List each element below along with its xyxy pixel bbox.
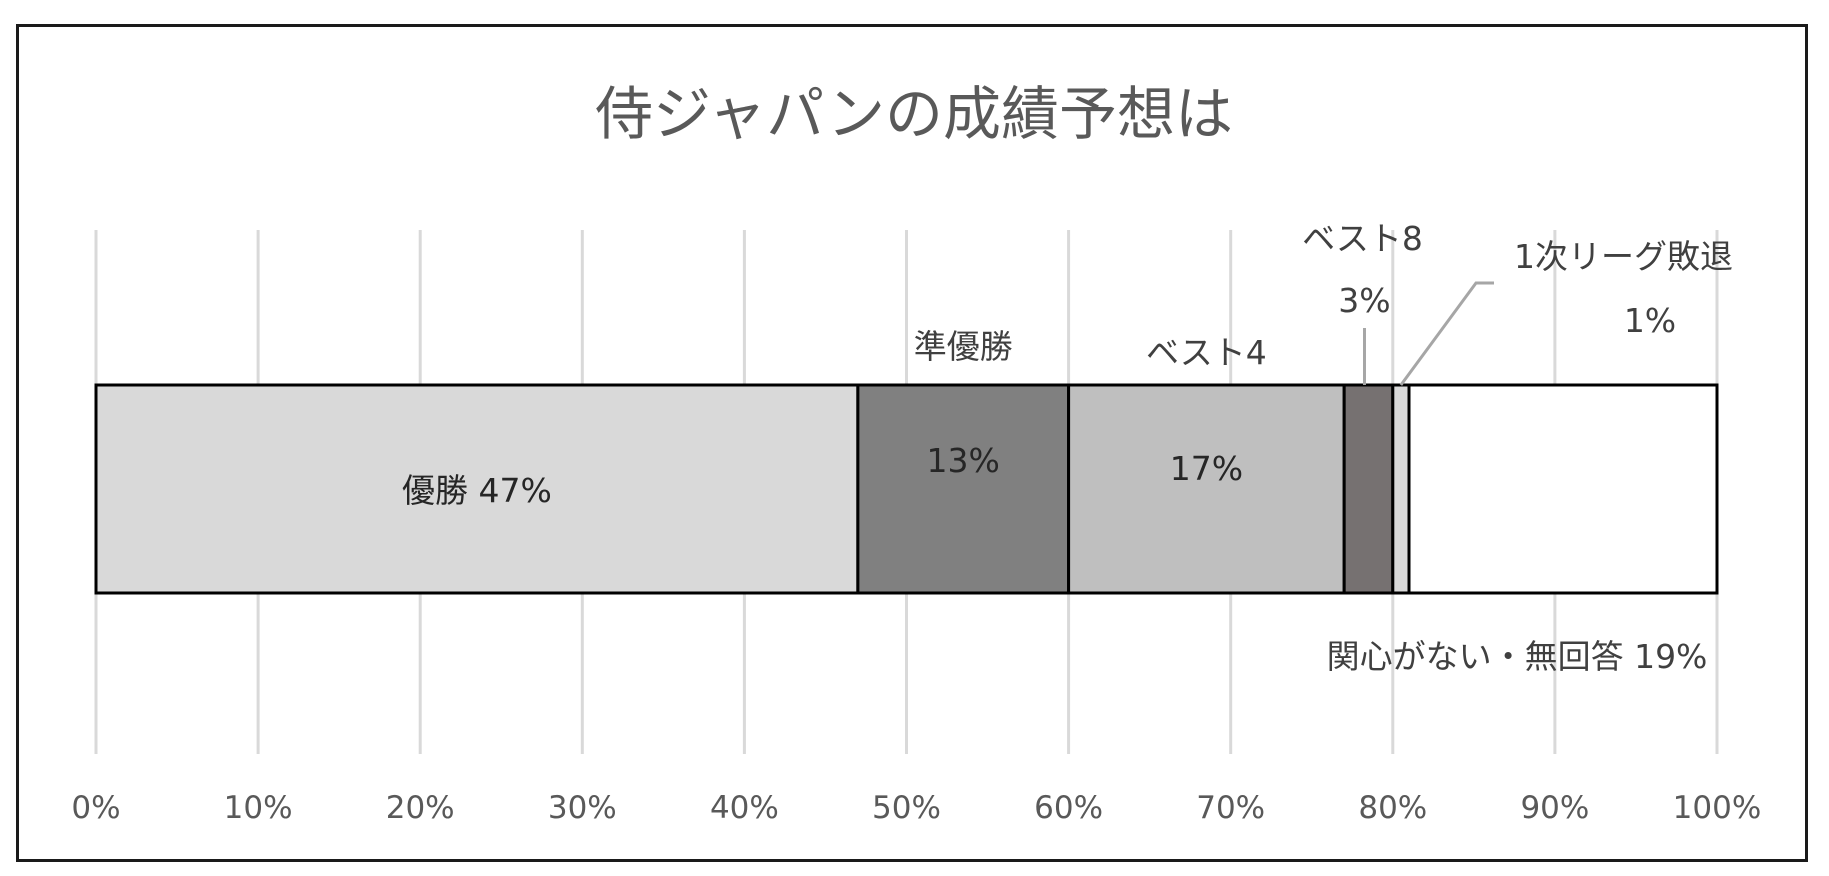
stacked-bar xyxy=(94,383,1719,595)
x-tick-label: 40% xyxy=(710,790,779,826)
data-label: 17% xyxy=(1170,449,1243,488)
bar-segment xyxy=(1407,383,1719,595)
x-tick-label: 10% xyxy=(224,790,293,826)
bar-segment xyxy=(1342,383,1395,595)
x-tick-label: 30% xyxy=(548,790,617,826)
x-axis-ticks: 0% 10% 20% 30% 40% 50% 60% 70% 80% 90% 100% xyxy=(71,790,1761,826)
data-label: 準優勝 xyxy=(914,327,1013,366)
x-tick-label: 90% xyxy=(1520,790,1589,826)
bar-segment xyxy=(1391,383,1411,595)
bar-segment xyxy=(94,383,860,595)
data-label: 1次リーグ敗退 xyxy=(1514,237,1733,276)
data-label: 3% xyxy=(1338,281,1390,320)
data-label: ベスト4 xyxy=(1146,333,1267,372)
x-tick-label: 60% xyxy=(1034,790,1103,826)
bar-segment xyxy=(856,383,1071,595)
x-tick-label: 20% xyxy=(386,790,455,826)
leader-line xyxy=(1399,281,1494,386)
data-label: 優勝 47% xyxy=(402,471,552,510)
data-label: 関心がない・無回答 19% xyxy=(1327,637,1708,676)
data-label: 1% xyxy=(1624,301,1676,340)
chart-title: 侍ジャパンの成績予想は xyxy=(595,80,1233,148)
x-tick-label: 70% xyxy=(1196,790,1265,826)
bar-segment xyxy=(1067,383,1346,595)
x-tick-label: 80% xyxy=(1358,790,1427,826)
data-label: 13% xyxy=(927,441,1000,480)
x-tick-label: 50% xyxy=(872,790,941,826)
data-label: ベスト8 xyxy=(1302,219,1423,258)
x-tick-label: 0% xyxy=(71,790,120,826)
x-tick-label: 100% xyxy=(1673,790,1762,826)
data-labels: 優勝 47% 準優勝 13% ベスト4 17% ベスト8 3% 1次リーグ敗退 1% 関心がない・… xyxy=(402,219,1733,676)
